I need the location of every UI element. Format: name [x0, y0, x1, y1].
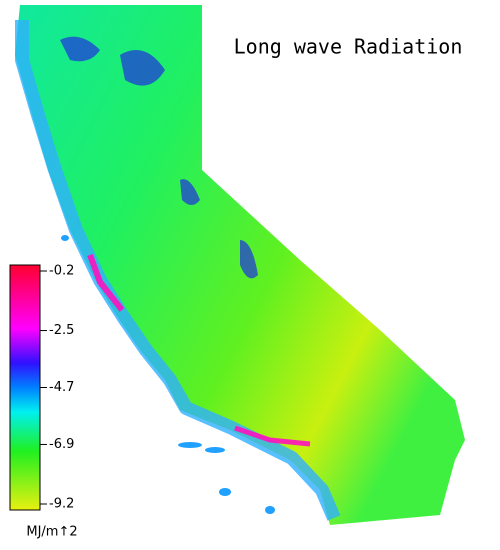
colorbar-tick-label: -4.7 [49, 380, 74, 395]
colorbar-tick-label: -9.2 [49, 497, 74, 512]
colorbar-tick-label: -6.9 [49, 437, 74, 452]
map-title: Long wave Radiation [234, 35, 463, 59]
coast-band [15, 20, 341, 521]
california-map [15, 5, 465, 525]
colorbar-tick-label: -0.2 [49, 264, 74, 279]
coast-hot [87, 253, 125, 312]
colorbar-unit: MJ/m↑2 [26, 525, 77, 540]
colorbar [9, 264, 41, 511]
islands [61, 235, 275, 514]
coast-hot-south [234, 425, 311, 447]
mountain-patch [60, 36, 258, 279]
colorbar-tick-label: -2.5 [49, 323, 74, 338]
